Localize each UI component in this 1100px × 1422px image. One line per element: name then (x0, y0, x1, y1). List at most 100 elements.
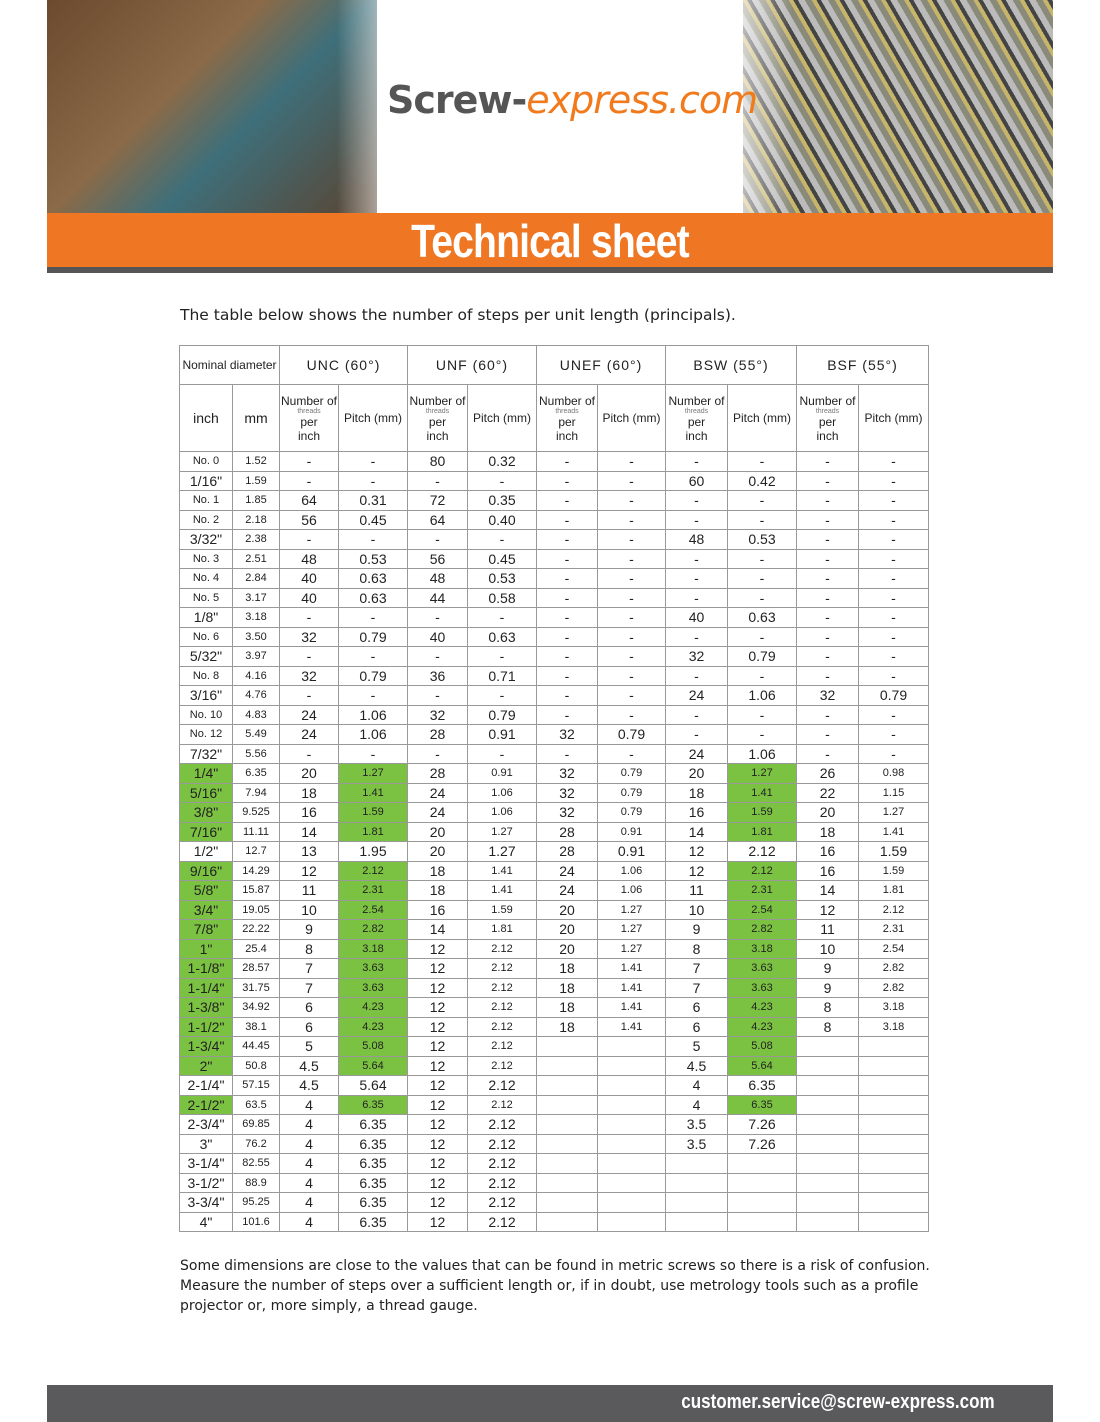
threads-per-inch: 4 (279, 1153, 339, 1174)
pitch-mm: 1.06 (727, 743, 797, 764)
header-label-part: inch (816, 428, 839, 443)
threads-per-inch: - (796, 548, 859, 569)
table-row: 1/4" 6.35 20 1.27 28 0.91 32 0.79 20 1.27 26 0.98 (179, 763, 929, 784)
pitch-mm: - (597, 568, 666, 589)
threads-per-inch (796, 1133, 859, 1154)
nominal-inch: 5/32" (179, 646, 233, 667)
pitch-mm: 1.41 (338, 782, 408, 803)
pitch-mm: - (858, 470, 929, 491)
threads-per-inch: - (796, 587, 859, 608)
threads-per-inch: 48 (279, 548, 339, 569)
nominal-inch: 1" (179, 938, 233, 959)
pitch-mm: 2.12 (727, 841, 797, 862)
pitch-header: Pitch (mm) (467, 384, 537, 452)
threads-per-inch: 9 (796, 958, 859, 979)
pitch-mm: 4.23 (338, 1016, 408, 1037)
pitch-mm: - (858, 646, 929, 667)
threads-per-inch: 40 (665, 607, 728, 628)
header-label-part: inch (297, 428, 320, 443)
pitch-mm: - (858, 568, 929, 589)
threads-per-inch: 20 (796, 802, 859, 823)
screws-photo (713, 0, 1053, 213)
table-row: 5/8" 15.87 11 2.31 18 1.41 24 1.06 11 2.31 14 1.81 (179, 880, 929, 901)
nominal-inch: 3-3/4" (179, 1192, 233, 1213)
threads-per-inch: 4.5 (279, 1075, 339, 1096)
threads-per-inch: - (796, 665, 859, 686)
pitch-mm: 5.64 (338, 1055, 408, 1076)
nominal-inch: No. 10 (179, 704, 233, 725)
pitch-mm: - (338, 685, 408, 706)
threads-per-inch: 56 (407, 548, 468, 569)
nominal-mm: 1.52 (232, 451, 280, 472)
pitch-mm: 2.12 (467, 1075, 537, 1096)
threads-per-inch (665, 1192, 728, 1213)
threads-per-inch: - (536, 587, 598, 608)
header-hero: Screw-express.com (47, 0, 1053, 213)
table-row: 5/32" 3.97- - - - - -32 0.79- - (179, 646, 929, 667)
table-row: 1" 25.4 8 3.18 12 2.12 20 1.27 8 3.18 10 2.54 (179, 938, 929, 959)
table-row: 7/16" 11.11 14 1.81 20 1.27 28 0.91 14 1.81 18 1.41 (179, 821, 929, 842)
logo-accent: express.com (526, 78, 758, 122)
threads-per-inch: - (536, 704, 598, 725)
pitch-mm: 3.63 (727, 977, 797, 998)
threads-per-inch: - (796, 509, 859, 530)
nominal-inch: No. 3 (179, 548, 233, 569)
threads-per-inch: - (796, 470, 859, 491)
pitch-mm: - (727, 704, 797, 725)
threads-per-inch: 4.5 (279, 1055, 339, 1076)
pitch-mm: - (338, 451, 408, 472)
pitch-mm: - (727, 587, 797, 608)
threads-per-inch: 12 (407, 1114, 468, 1135)
pitch-mm: 3.18 (858, 1016, 929, 1037)
nominal-inch: 7/8" (179, 919, 233, 940)
threads-per-inch: - (279, 529, 339, 550)
threads-per-inch: 64 (407, 509, 468, 530)
pitch-mm: - (858, 548, 929, 569)
pitch-mm: - (858, 490, 929, 511)
pitch-mm: 0.79 (597, 724, 666, 745)
nominal-diameter-header: Nominal diameter (179, 345, 280, 385)
threads-per-inch (536, 1133, 598, 1154)
threads-per-inch: 28 (407, 763, 468, 784)
header-label-part: threads (684, 407, 709, 415)
pitch-mm: 0.31 (338, 490, 408, 511)
pitch-mm: 1.06 (597, 860, 666, 881)
threads-per-inch: 12 (665, 841, 728, 862)
table-row: 3/8" 9.525 16 1.59 24 1.06 32 0.79 16 1.59 20 1.27 (179, 802, 929, 823)
nominal-inch: 5/8" (179, 880, 233, 901)
pitch-mm: - (858, 587, 929, 608)
table-row: No. 8 4.16 32 0.79 36 0.71- - - - - - (179, 665, 929, 686)
pitch-mm: - (858, 704, 929, 725)
threads-per-inch: 32 (536, 802, 598, 823)
brand-logo: Screw-express.com (387, 78, 758, 122)
threads-per-inch: 12 (407, 1055, 468, 1076)
pitch-mm: 1.41 (597, 997, 666, 1018)
threads-per-inch: - (279, 685, 339, 706)
threads-per-inch: 5 (665, 1036, 728, 1057)
threads-per-inch: 18 (536, 958, 598, 979)
pitch-mm (858, 1192, 929, 1213)
pitch-mm: 2.54 (727, 899, 797, 920)
threads-per-inch: 20 (407, 821, 468, 842)
threads-per-inch: 12 (407, 1172, 468, 1193)
threads-per-inch: - (796, 724, 859, 745)
header-label-part: per (428, 414, 447, 429)
pitch-mm: 5.64 (727, 1055, 797, 1076)
header-label-part: per (558, 414, 576, 429)
pitch-mm (727, 1211, 797, 1232)
pitch-mm: 1.81 (338, 821, 408, 842)
pitch-mm: 0.98 (858, 763, 929, 784)
pitch-mm: 1.59 (467, 899, 537, 920)
threads-per-inch: - (536, 509, 598, 530)
pitch-mm: - (467, 529, 537, 550)
table-row: 5/16" 7.94 18 1.41 24 1.06 32 0.79 18 1.41 22 1.15 (179, 782, 929, 803)
table-row: No. 10 4.83 24 1.06 32 0.79- - - - - - (179, 704, 929, 725)
pitch-mm: 0.63 (727, 607, 797, 628)
outro-text: Some dimensions are close to the values … (180, 1258, 930, 1314)
threads-per-inch: 32 (407, 704, 468, 725)
threads-per-inch: - (536, 646, 598, 667)
pitch-mm: 0.63 (338, 568, 408, 589)
threads-per-inch: 9 (279, 919, 339, 940)
threads-per-inch: - (796, 704, 859, 725)
nominal-mm: 2.84 (232, 568, 280, 589)
